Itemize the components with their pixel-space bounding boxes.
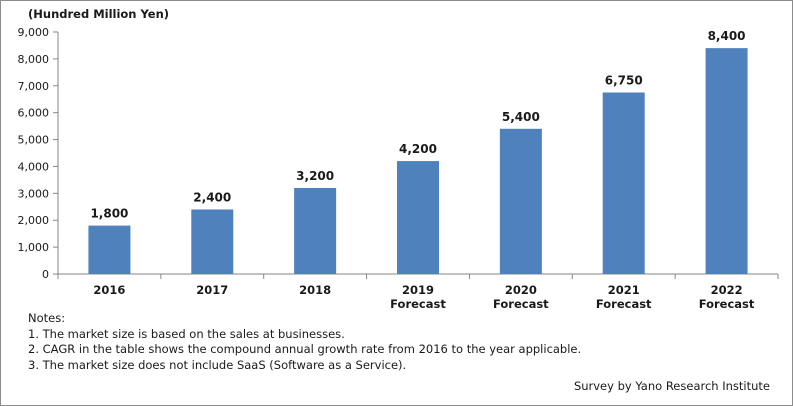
bar [88,225,131,274]
x-category-label: 2020 [505,283,537,297]
y-tick-label: 4,000 [18,160,50,173]
bar [397,161,439,274]
bar [602,92,645,274]
x-category-label: 2017 [196,283,228,297]
x-category-label: 2021 [608,283,640,297]
bar [705,48,748,275]
bar-value-label: 4,200 [399,142,437,156]
y-tick-label: 1,000 [18,241,50,254]
y-tick-label: 6,000 [18,107,50,120]
y-tick-label: 8,000 [18,53,50,66]
y-tick-label: 7,000 [18,80,50,93]
bar [294,187,337,274]
note-item-2: 2. CAGR in the table shows the compound … [28,342,582,356]
x-category-label: Forecast [699,297,755,311]
x-category-label: Forecast [493,297,549,311]
x-category-label: 2019 [402,283,434,297]
y-tick-label: 2,000 [18,214,50,227]
source-credit: Survey by Yano Research Institute [573,379,770,393]
y-tick-label: 3,000 [18,187,50,200]
note-item-1: 1. The market size is based on the sales… [28,326,345,341]
bar-value-label: 3,200 [296,169,334,183]
bar-value-label: 6,750 [605,74,643,88]
x-category-label: 2016 [93,283,125,297]
bar-value-label: 5,400 [502,110,540,124]
x-category-label: 2022 [711,283,743,297]
y-axis-unit-label: (Hundred Million Yen) [28,7,170,21]
bar-value-label: 1,800 [90,207,128,221]
notes-block: Notes: 1. The market size is based on th… [28,311,581,373]
bar-value-label: 2,400 [193,190,231,204]
bar [191,209,234,274]
bar-value-label: 8,400 [708,29,746,43]
y-tick-label: 5,000 [18,134,50,147]
y-tick-label: 9,000 [18,26,50,39]
notes-heading: Notes: [28,311,66,325]
x-category-label: Forecast [390,297,446,311]
note-item-3: 3. The market size does not include SaaS… [28,357,407,372]
x-category-label: 2018 [299,283,331,297]
bar [499,128,542,274]
y-tick-label: 0 [42,268,49,281]
x-category-label: Forecast [596,297,652,311]
